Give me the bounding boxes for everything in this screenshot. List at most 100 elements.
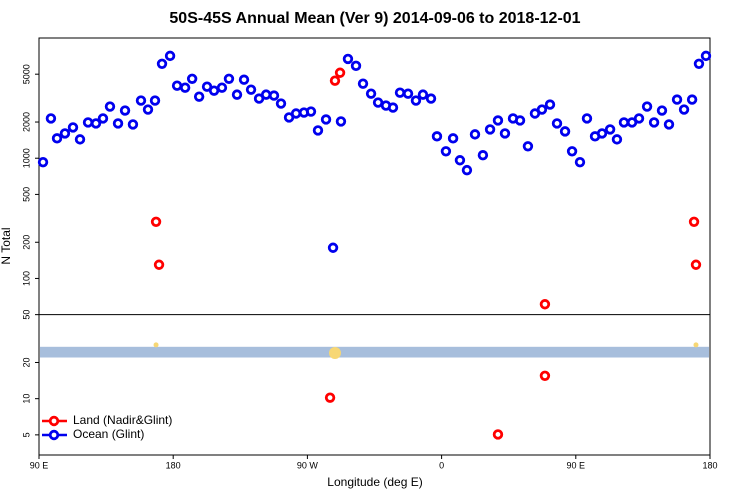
point (149, 95, 161, 106)
highlight-point (153, 342, 159, 348)
x-tick-label: 0 (439, 460, 444, 470)
point (581, 113, 593, 124)
y-tick-label: 50 (21, 310, 31, 320)
point (320, 114, 332, 125)
point (372, 97, 384, 108)
legend-marker (48, 429, 60, 441)
point (208, 85, 220, 96)
point (700, 50, 712, 62)
point (536, 104, 548, 115)
point (611, 134, 623, 145)
point (171, 80, 183, 91)
point (671, 94, 683, 105)
x-tick-label: 180 (166, 460, 181, 470)
point (223, 73, 235, 84)
y-tick-label: 100 (21, 271, 31, 286)
point (142, 104, 154, 115)
y-tick-label: 1000 (21, 148, 31, 168)
point (153, 259, 165, 270)
point (499, 128, 511, 139)
x-tick-label: 90 E (30, 460, 49, 470)
point (238, 74, 250, 85)
point (186, 73, 198, 84)
point (633, 113, 645, 124)
y-tick-label: 5000 (21, 64, 31, 84)
point (260, 89, 272, 100)
point (425, 93, 437, 104)
point (342, 53, 354, 65)
point (402, 88, 414, 99)
x-tick-label: 180 (702, 460, 717, 470)
point (193, 91, 205, 102)
point (350, 60, 362, 72)
highlight-point (328, 346, 341, 359)
point (119, 105, 131, 116)
point (663, 119, 675, 130)
point (312, 125, 324, 136)
point (492, 115, 504, 126)
y-tick-label: 10 (21, 394, 31, 404)
point (268, 90, 280, 101)
point (135, 95, 147, 106)
point (97, 113, 109, 124)
point (522, 141, 534, 152)
point (492, 429, 504, 440)
y-axis-label: N Total (0, 227, 13, 264)
point (410, 95, 422, 106)
point (305, 106, 317, 117)
point (327, 242, 339, 253)
point (544, 99, 556, 110)
legend-marker (48, 415, 60, 427)
point (164, 50, 176, 62)
y-tick-label: 5 (21, 432, 31, 437)
point (387, 102, 399, 113)
point (417, 89, 429, 100)
point (539, 299, 551, 310)
point (290, 108, 302, 119)
y-tick-label: 20 (21, 357, 31, 367)
point (484, 124, 496, 135)
point (74, 134, 86, 145)
point (51, 133, 63, 144)
point (329, 75, 341, 86)
y-tick-label: 500 (21, 187, 31, 202)
y-tick-label: 2000 (21, 112, 31, 132)
point (231, 89, 243, 100)
point (216, 82, 228, 93)
point (179, 82, 191, 93)
point (596, 128, 608, 139)
legend-text: Land (Nadir&Glint) (73, 413, 172, 427)
point (324, 392, 336, 403)
point (604, 124, 616, 135)
x-tick-label: 90 E (567, 460, 586, 470)
point (67, 122, 79, 133)
y-tick-label: 200 (21, 235, 31, 250)
point (357, 78, 369, 89)
point (539, 370, 551, 381)
point (150, 216, 162, 227)
point (566, 146, 578, 157)
point (37, 156, 49, 168)
point (90, 118, 102, 129)
point (469, 129, 481, 140)
point (461, 164, 473, 176)
point (45, 113, 57, 124)
point (365, 88, 377, 99)
chart-title: 50S-45S Annual Mean (Ver 9) 2014-09-06 t… (169, 10, 580, 27)
point (690, 259, 702, 270)
point (156, 58, 168, 70)
point (686, 94, 698, 105)
point (59, 128, 71, 139)
point (447, 133, 459, 144)
point (245, 84, 257, 95)
point (477, 150, 489, 161)
point (618, 117, 630, 128)
point (431, 131, 443, 142)
x-tick-label: 90 W (297, 460, 319, 470)
point (440, 146, 452, 157)
point (648, 117, 660, 128)
point (641, 101, 653, 112)
x-axis-label: Longitude (deg E) (327, 475, 422, 489)
point (394, 87, 406, 98)
